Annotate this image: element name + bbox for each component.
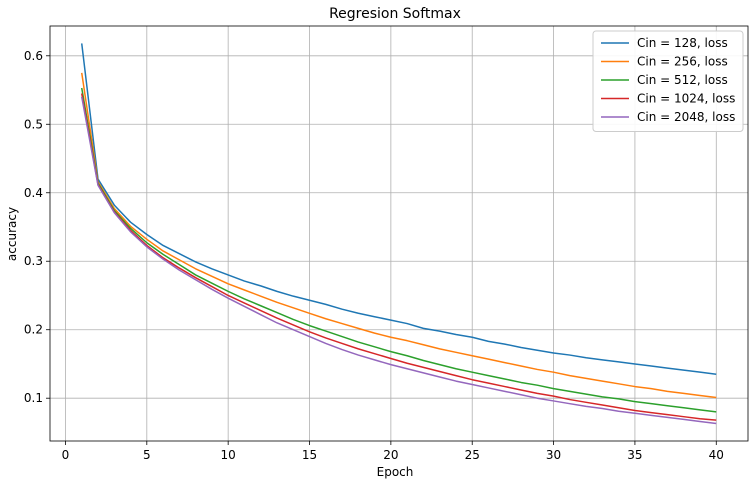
series-line-3 xyxy=(80,87,717,413)
x-tick-label: 5 xyxy=(143,448,151,462)
chart-title: Regresion Softmax xyxy=(329,6,461,22)
legend-entry: Cin = 256, loss xyxy=(637,55,728,69)
legend-box xyxy=(592,30,744,132)
legend-entry: Cin = 128, loss xyxy=(637,36,728,50)
x-tick-label: 40 xyxy=(709,448,724,462)
x-tick-label: 30 xyxy=(546,448,561,462)
y-tick-label: 0.1 xyxy=(24,391,43,405)
legend-entry: Cin = 512, loss xyxy=(637,73,728,87)
legend-entry: Cin = 2048, loss xyxy=(637,110,735,124)
x-tick-label: 15 xyxy=(302,448,317,462)
series-line-4 xyxy=(80,93,717,421)
series-line-5 xyxy=(80,96,717,425)
x-tick-label: 0 xyxy=(62,448,70,462)
series-lines xyxy=(80,43,717,425)
plot-frame xyxy=(49,25,749,442)
x-tick-label: 35 xyxy=(627,448,642,462)
y-tick-label: 0.2 xyxy=(24,323,43,337)
y-axis-label: accuracy xyxy=(5,207,19,261)
y-tick-label: 0.5 xyxy=(24,117,43,131)
x-tick-label: 25 xyxy=(465,448,480,462)
x-axis-label: Epoch xyxy=(377,465,414,479)
x-tick-label: 10 xyxy=(221,448,236,462)
x-tick-label: 20 xyxy=(383,448,398,462)
series-line-1 xyxy=(80,43,717,375)
y-axis: 0.1 0.2 0.3 0.4 0.5 0.6 xyxy=(24,49,50,405)
legend: Cin = 128, loss Cin = 256, loss Cin = 512,… xyxy=(592,30,744,132)
series-line-2 xyxy=(80,72,717,399)
y-tick-label: 0.6 xyxy=(24,49,43,63)
y-tick-label: 0.4 xyxy=(24,186,43,200)
x-axis: 0 5 10 15 20 25 30 35 40 xyxy=(62,441,724,462)
legend-entry: Cin = 1024, loss xyxy=(637,92,735,106)
y-tick-label: 0.3 xyxy=(24,254,43,268)
